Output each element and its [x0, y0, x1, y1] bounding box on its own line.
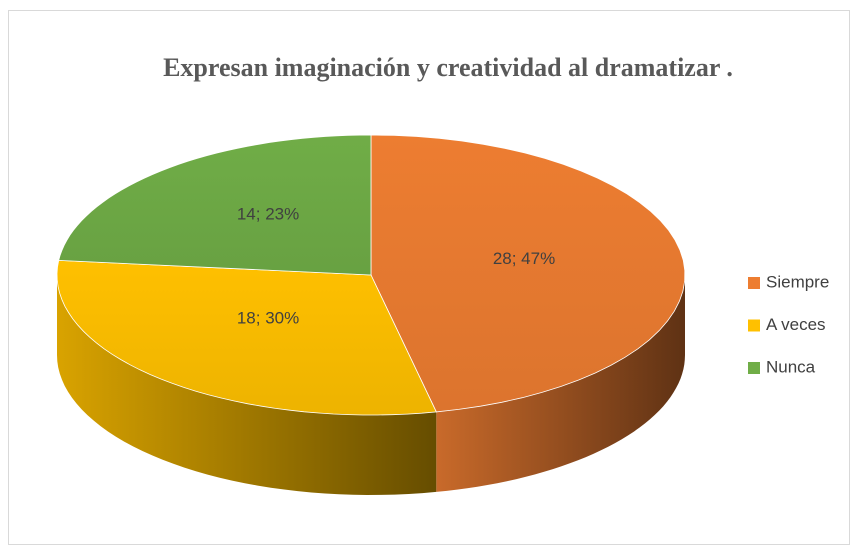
slice	[58, 134, 372, 276]
legend-swatch	[748, 362, 760, 374]
slice-side	[436, 275, 685, 492]
data-label: 18; 30%	[237, 309, 299, 328]
legend-label: Nunca	[766, 357, 816, 376]
legend: Siempre A veces Nunca	[748, 272, 829, 376]
legend-swatch	[748, 319, 760, 332]
slice	[370, 134, 686, 413]
data-label: 28; 47%	[493, 249, 555, 268]
pie: 28; 47% 18; 30% 14; 23%	[56, 134, 686, 495]
legend-label: Siempre	[766, 272, 829, 291]
legend-label: A veces	[766, 315, 826, 334]
chart-title: Expresan imaginación y creatividad al dr…	[163, 53, 733, 82]
data-label: 14; 23%	[237, 204, 299, 223]
slice	[56, 259, 437, 416]
legend-swatch	[748, 277, 760, 289]
slice-side	[57, 275, 437, 495]
